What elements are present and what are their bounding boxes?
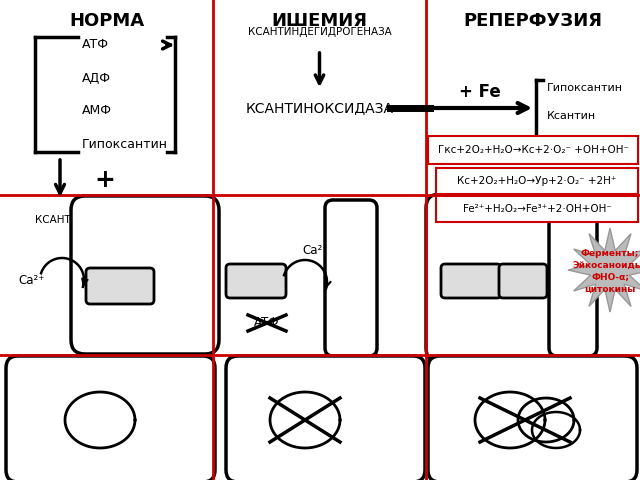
FancyBboxPatch shape [499,264,547,298]
Text: Na⁺: Na⁺ [376,457,400,470]
Text: цитокины: цитокины [584,285,636,293]
FancyBboxPatch shape [325,200,377,356]
Text: АТФ: АТФ [498,415,522,425]
Text: Эйкосаноиды;: Эйкосаноиды; [573,261,640,269]
Text: Гкс+2О₂+Н₂О→Кс+2·О₂⁻ +ОН+ОН⁻: Гкс+2О₂+Н₂О→Кс+2·О₂⁻ +ОН+ОН⁻ [438,145,628,155]
Text: Гипоксантин: Гипоксантин [547,83,623,93]
Text: КСАНТИНДЕГИДРОГЕНАЗА: КСАНТИНДЕГИДРОГЕНАЗА [248,27,392,37]
Text: ИШЕМИЯ: ИШЕМИЯ [271,12,367,30]
Text: K⁺: K⁺ [237,363,252,376]
Text: Ураты: Ураты [547,139,583,149]
Text: Mg²⁺: Mg²⁺ [454,275,488,288]
Text: Ферменты;: Ферменты; [581,249,639,257]
Text: АТФ: АТФ [88,415,112,425]
Text: Гипоксантин: Гипоксантин [82,137,168,151]
FancyBboxPatch shape [549,200,597,356]
Text: АТФ: АТФ [82,38,109,51]
Text: Кс+2О₂+Н₂О→Ур+2·О₂⁻ +2Н⁺: Кс+2О₂+Н₂О→Ур+2·О₂⁻ +2Н⁺ [458,176,617,186]
Text: Na⁺: Na⁺ [433,363,457,376]
Text: АТФ: АТФ [293,415,317,425]
Text: АТФ: АТФ [90,351,115,364]
Text: +: + [95,168,115,192]
Text: Ca²⁺: Ca²⁺ [302,243,328,256]
Text: АДФ: АДФ [82,72,111,84]
Polygon shape [568,228,640,312]
FancyBboxPatch shape [6,356,215,480]
Text: РЕПЕРФУЗИЯ: РЕПЕРФУЗИЯ [463,12,602,30]
FancyBboxPatch shape [226,356,425,480]
Text: Na⁺: Na⁺ [20,363,44,376]
Text: АМФ: АМФ [82,105,112,118]
FancyBboxPatch shape [426,194,584,362]
FancyBboxPatch shape [436,196,638,222]
Text: НОРМА: НОРМА [69,12,144,30]
Text: АТФ: АТФ [448,360,474,372]
FancyBboxPatch shape [428,136,638,164]
Text: K⁺: K⁺ [166,458,181,471]
Text: Fe²⁺+Н₂О₂→Fe³⁺+2·ОН+ОН⁻: Fe²⁺+Н₂О₂→Fe³⁺+2·ОН+ОН⁻ [463,204,611,214]
Text: АТФ: АТФ [254,316,280,329]
FancyBboxPatch shape [441,264,501,298]
Text: + Fe: + Fe [459,83,501,101]
Text: ФНО-α;: ФНО-α; [591,273,629,281]
Text: митохондрия: митохондрия [346,246,355,310]
Text: Mg²⁺: Mg²⁺ [239,275,273,288]
Text: H₂O: H₂O [608,459,632,472]
Text: КСАНТИНДЕГИДРОГЕНАЗА: КСАНТИНДЕГИДРОГЕНАЗА [35,215,179,225]
Text: КСАНТИНОКСИДАЗА: КСАНТИНОКСИДАЗА [246,101,394,115]
Text: Ксантин: Ксантин [547,111,596,121]
FancyBboxPatch shape [436,168,638,194]
Text: Fe²⁺: Fe²⁺ [510,276,536,286]
Text: Mg²⁺: Mg²⁺ [103,279,137,292]
FancyBboxPatch shape [86,268,154,304]
FancyBboxPatch shape [226,264,286,298]
FancyBboxPatch shape [71,196,219,354]
Text: Ca²⁺: Ca²⁺ [19,274,45,287]
FancyBboxPatch shape [428,356,637,480]
Text: митохондрия: митохондрия [568,251,577,305]
